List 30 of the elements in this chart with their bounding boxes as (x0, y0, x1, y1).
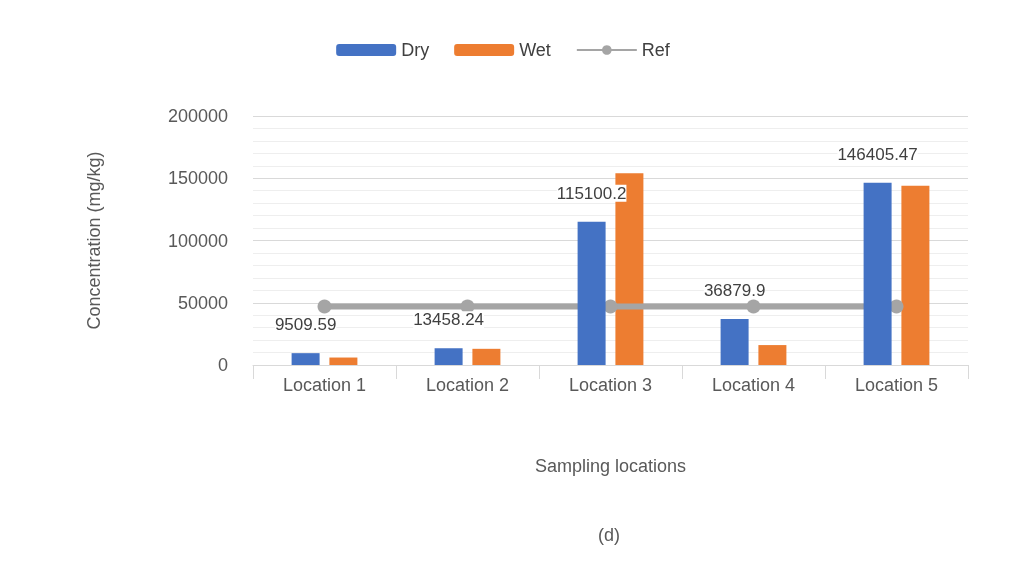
x-tick-label: Location 3 (568, 375, 653, 395)
legend-label: Dry (401, 40, 430, 60)
bar (329, 357, 358, 365)
y-tick-label: 100000 (167, 230, 228, 251)
data-label: 115100.2 (556, 183, 627, 203)
data-label: 9509.59 (274, 315, 337, 335)
bar (758, 345, 787, 365)
x-tick-label: Location 2 (425, 375, 510, 395)
x-axis-title: Sampling locations (534, 456, 687, 476)
bar (472, 348, 501, 365)
y-tick-label: 200000 (167, 106, 228, 126)
y-tick-label: 0 (217, 355, 228, 375)
bar (434, 348, 463, 365)
y-tick-label: 50000 (177, 292, 228, 313)
data-label: 36879.9 (703, 281, 766, 301)
x-tick-label: Location 1 (282, 375, 367, 395)
text: (d) (598, 525, 620, 545)
bar (901, 185, 930, 365)
y-axis-title: Concentration (mg/kg) (84, 151, 104, 330)
data-label: 13458.24 (413, 310, 485, 330)
legend-label: Ref (641, 40, 671, 60)
bar (291, 353, 320, 365)
data-label: 146405.47 (837, 144, 918, 164)
legend-label: Wet (519, 40, 551, 60)
bar (863, 182, 892, 365)
x-tick-label: Location 5 (854, 375, 939, 395)
x-tick-label: Location 4 (711, 375, 796, 395)
bar (720, 319, 749, 365)
y-tick-label: 150000 (167, 168, 228, 189)
bar (577, 221, 606, 365)
